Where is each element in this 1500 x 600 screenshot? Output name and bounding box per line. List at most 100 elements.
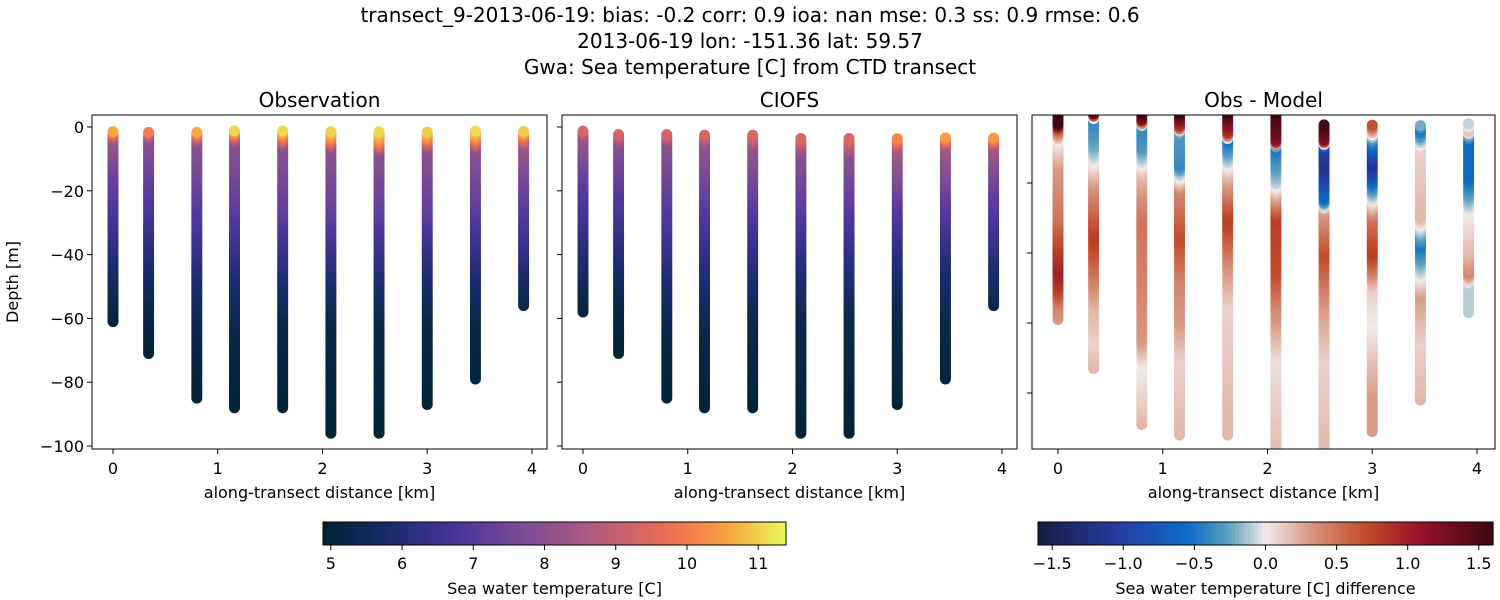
colorbar-segment [407, 522, 413, 545]
station-4 [747, 129, 759, 414]
colorbar-segment [469, 522, 475, 545]
colorbar-segment [716, 522, 722, 545]
colorbar-segment [388, 522, 394, 545]
colorbar-segment [1053, 522, 1058, 545]
data-point [988, 132, 1000, 144]
colorbar-segment [338, 522, 343, 545]
x-tick-label: 3 [422, 459, 432, 478]
station-2 [661, 129, 673, 404]
data-point [143, 126, 155, 138]
colorbar-segment [1174, 522, 1179, 545]
colorbar-segment [1458, 522, 1464, 545]
colorbar-tick-label: 0.5 [1324, 554, 1349, 573]
x-tick-label: 2 [787, 459, 797, 478]
colorbar-segment [1261, 522, 1267, 545]
data-point [1319, 453, 1330, 464]
colorbar-segment [1360, 522, 1365, 545]
x-tick-label: 1 [213, 459, 223, 478]
axes-frame [1031, 114, 1496, 450]
station-8 [469, 125, 481, 385]
colorbar-segment [743, 522, 749, 545]
colorbar-segment [438, 522, 444, 545]
colorbar-segment [782, 522, 787, 545]
panel-obs-model: Obs - Model 0 1 2 3 4 along-transect distance … [1027, 88, 1496, 502]
x-tick-label: 0 [1053, 459, 1063, 478]
station-7 [1366, 119, 1378, 437]
colorbar-segment [512, 522, 517, 545]
colorbar-segment [577, 522, 583, 545]
colorbar-segment [728, 522, 733, 545]
colorbar-segment [404, 522, 409, 545]
colorbar-segment [1299, 522, 1305, 545]
data-point [518, 125, 530, 137]
colorbar-segment [689, 522, 694, 545]
colorbar-segment [1257, 522, 1263, 545]
colorbar-segment [515, 522, 521, 545]
data-point [1319, 455, 1330, 466]
colorbar-segment [1394, 522, 1399, 545]
colorbar-segment [1072, 522, 1077, 545]
colorbar-segment [1424, 522, 1430, 545]
data-point [1222, 115, 1234, 120]
axes-frame [561, 114, 1018, 450]
data-point [325, 126, 337, 138]
colorbar-tick-label: 10 [677, 554, 697, 573]
colorbar-segment [1045, 522, 1050, 545]
colorbar-segment [1204, 522, 1210, 545]
colorbar-segment [373, 522, 378, 545]
station-8 [939, 132, 951, 385]
data-point [191, 126, 203, 138]
y-axis-label: Depth [m] [3, 241, 22, 323]
data-point [661, 129, 673, 141]
colorbar-segment [1348, 522, 1354, 545]
colorbar-segment [446, 522, 451, 545]
colorbar-segment [539, 522, 544, 545]
colorbar-segment [1208, 522, 1214, 545]
x-tick-label: 0 [578, 459, 588, 478]
colorbar-segment [558, 522, 563, 545]
colorbar-segment [1110, 522, 1115, 545]
colorbar-segment [1474, 522, 1479, 545]
colorbar-segment [492, 522, 498, 545]
x-axis-label: along-transect distance [km] [204, 483, 435, 502]
colorbar-segment [1147, 522, 1153, 545]
colorbar-segment [1201, 522, 1206, 545]
colorbar-frame [322, 521, 787, 546]
colorbar-segment [1273, 522, 1278, 545]
colorbar-segment [1178, 522, 1183, 545]
colorbar-segment [1477, 522, 1483, 545]
colorbar-segment [1455, 522, 1460, 545]
colorbar-segment [1166, 522, 1172, 545]
colorbar-segment [647, 522, 652, 545]
colorbar-segment [623, 522, 629, 545]
colorbar-segment [330, 522, 336, 545]
y-tick-label: −60 [50, 309, 84, 328]
colorbar-segment [423, 522, 428, 545]
y-tick-label: 0 [74, 118, 84, 137]
colorbar-segment [1159, 522, 1164, 545]
station-0 [1052, 115, 1064, 325]
x-tick-label: 4 [997, 459, 1007, 478]
colorbar-segment [1489, 522, 1494, 545]
colorbar-segment [1405, 522, 1411, 545]
colorbar-segment [1144, 522, 1149, 545]
colorbar-segment [1117, 522, 1123, 545]
data-point [277, 125, 289, 137]
colorbar-segment [770, 522, 776, 545]
colorbar-segment [1049, 522, 1054, 545]
colorbar-segment [596, 522, 602, 545]
data-point [1366, 119, 1378, 131]
data-point [577, 125, 589, 137]
colorbar-segment [697, 522, 702, 545]
colorbar-segment [681, 522, 687, 545]
x-axis-label: along-transect distance [km] [674, 483, 905, 502]
data-point [1270, 115, 1282, 121]
colorbar-segment [701, 522, 706, 545]
scatter-points [577, 125, 1000, 439]
colorbar-segment [1420, 522, 1426, 545]
colorbar-segment [1216, 522, 1221, 545]
colorbar-segment [762, 522, 768, 545]
colorbar-segment [1189, 522, 1195, 545]
colorbar-segment [365, 522, 370, 545]
colorbar-segment [1269, 522, 1274, 545]
